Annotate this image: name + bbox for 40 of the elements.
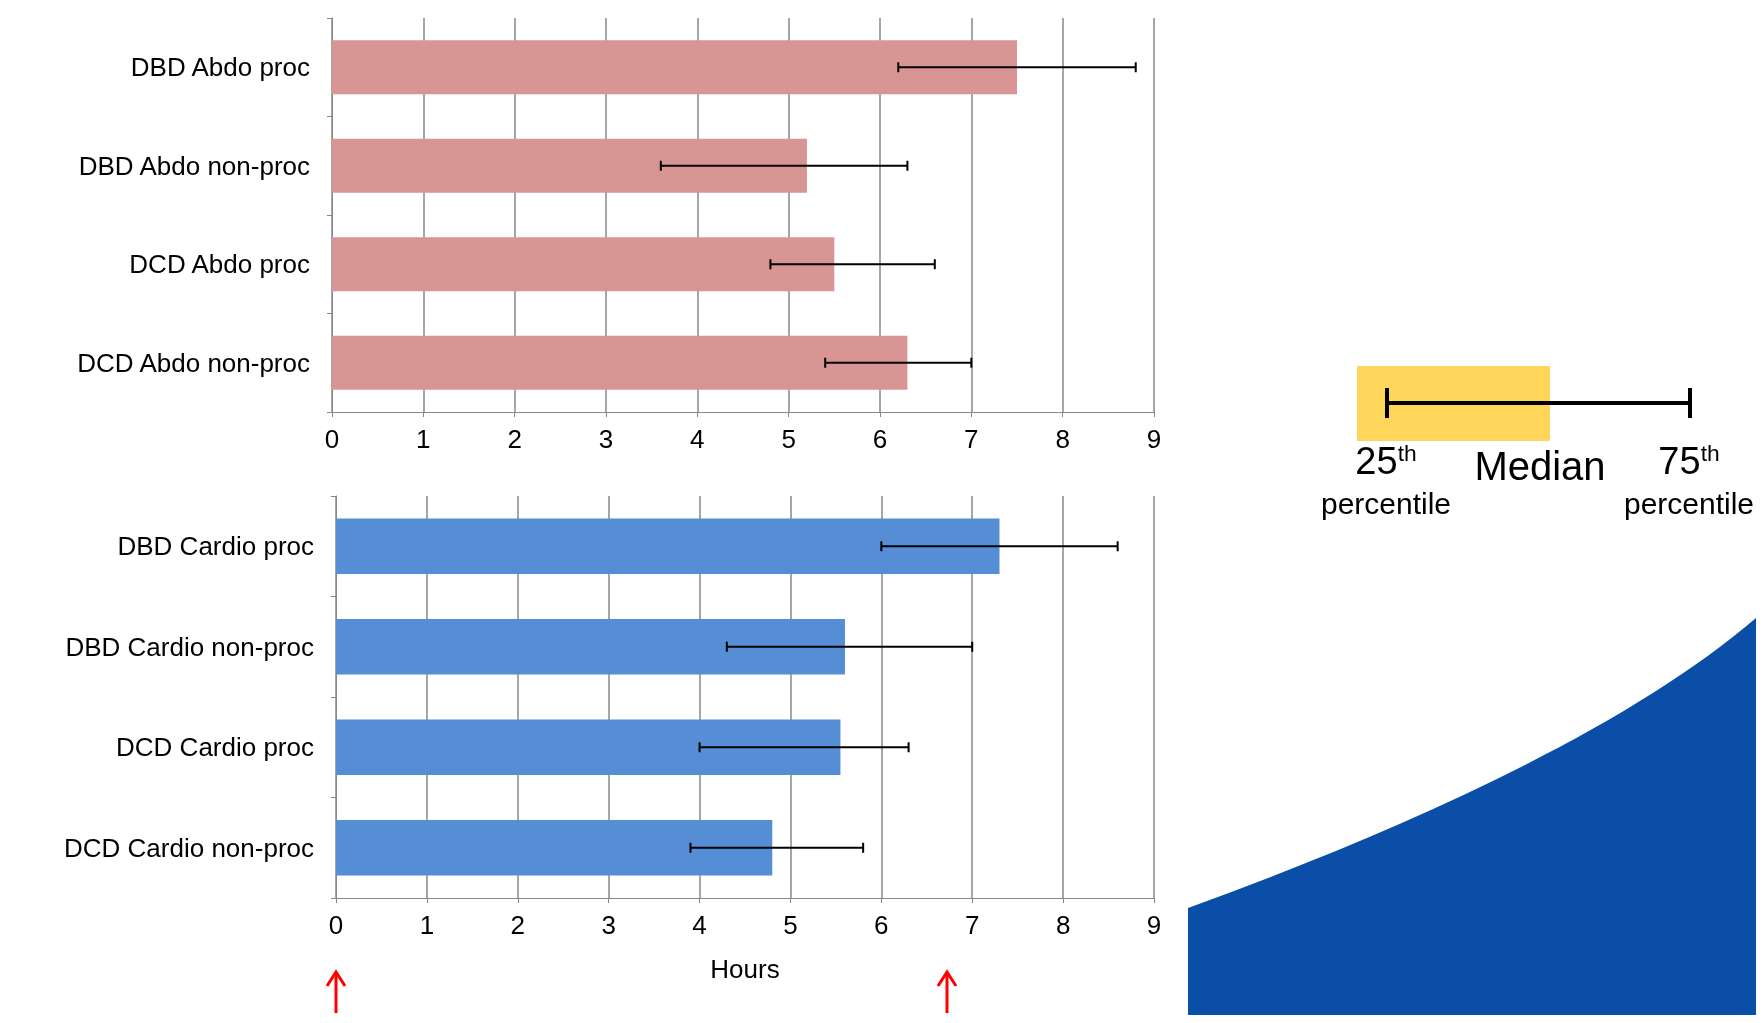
text: 75$^{th}$ percentile bbox=[1623, 440, 1755, 520]
y-tick-label: DCD Cardio proc bbox=[116, 732, 314, 763]
x-tick-label: 5 bbox=[781, 424, 796, 454]
bar bbox=[332, 138, 807, 193]
bar bbox=[336, 820, 773, 876]
x-tick-label: 4 bbox=[692, 910, 707, 940]
x-tick-label: 0 bbox=[324, 424, 340, 454]
x-tick-label: 6 bbox=[874, 910, 889, 940]
x-tick-label: 8 bbox=[1055, 910, 1071, 940]
bar bbox=[336, 619, 845, 675]
x-tick-label: 1 bbox=[416, 424, 431, 454]
x-tick-label: 6 bbox=[872, 424, 888, 454]
x-tick-label: 3 bbox=[598, 424, 614, 454]
y-tick-label: DCD Abdo proc bbox=[129, 249, 310, 280]
x-tick-label: 8 bbox=[1055, 424, 1070, 454]
bar bbox=[332, 40, 1017, 95]
x-tick-label: 3 bbox=[601, 910, 616, 940]
x-tick-label: 4 bbox=[690, 424, 705, 454]
x-tick-label: 9 bbox=[1146, 424, 1162, 454]
x-tick-label: 2 bbox=[507, 424, 522, 454]
text: 25$^{th}$ percentile bbox=[1320, 440, 1452, 520]
y-tick-label: DBD Cardio proc bbox=[117, 531, 314, 562]
x-tick-label: 9 bbox=[1146, 910, 1162, 940]
x-tick-label: 5 bbox=[783, 910, 798, 940]
text: Median bbox=[1474, 444, 1606, 488]
y-tick-label: DBD Cardio non-proc bbox=[65, 631, 314, 662]
x-tick-label: 0 bbox=[328, 910, 344, 940]
bar bbox=[332, 237, 835, 292]
x-tick-label: 7 bbox=[964, 910, 980, 940]
x-tick-label: 7 bbox=[964, 424, 979, 454]
y-tick-label: DBD Abdo non-proc bbox=[78, 150, 310, 181]
y-tick-label: DCD Cardio non-proc bbox=[64, 832, 314, 863]
x-tick-label: 1 bbox=[419, 910, 435, 940]
y-tick-label: DBD Abdo proc bbox=[130, 52, 310, 83]
bar bbox=[332, 335, 908, 390]
y-tick-label: DCD Abdo non-proc bbox=[77, 347, 310, 378]
x-tick-label: 2 bbox=[510, 910, 526, 940]
bar bbox=[336, 518, 1000, 574]
bar bbox=[336, 719, 841, 775]
x-axis-title: Hours bbox=[710, 954, 780, 984]
